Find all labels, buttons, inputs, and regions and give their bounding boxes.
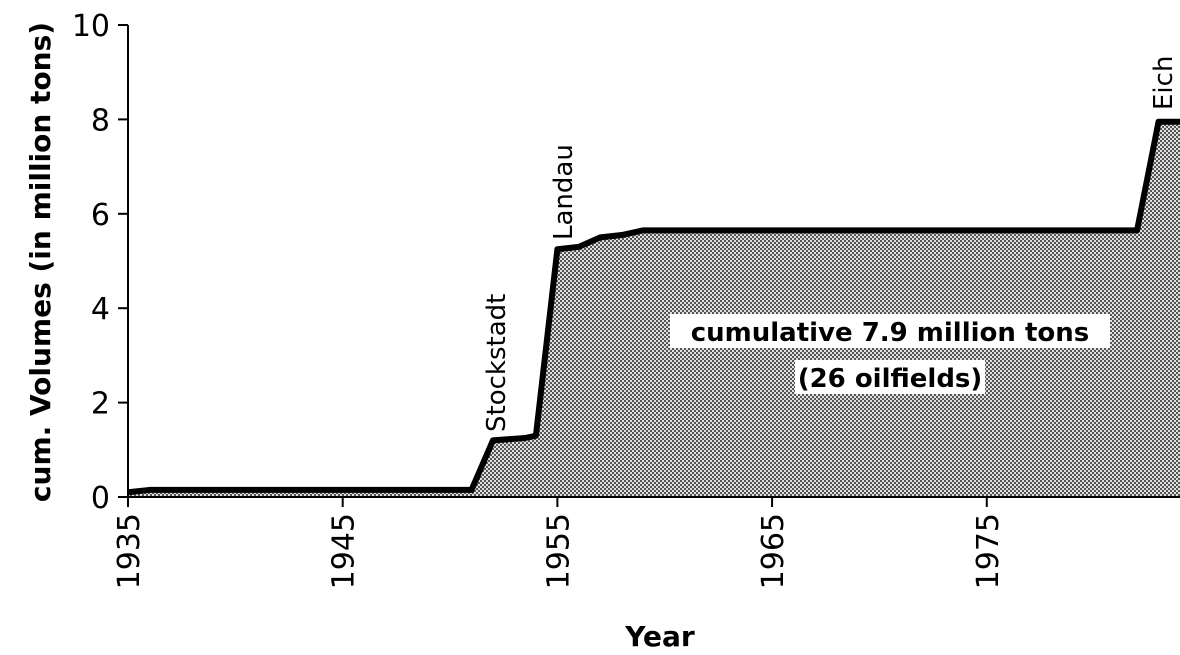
x-tick-label: 1945 (327, 513, 362, 589)
annotation: Eich (1149, 56, 1179, 110)
area (128, 121, 1180, 497)
annotation-box (670, 314, 1110, 348)
x-axis-title: Year (624, 620, 695, 653)
x-tick-label: 1975 (971, 513, 1006, 589)
y-tick-label: 6 (91, 198, 110, 233)
x-tick-label: 1965 (756, 513, 791, 589)
annotation-box (795, 360, 985, 394)
y-axis-title: cum. Volumes (in million tons) (24, 22, 57, 502)
line (127, 118, 1180, 496)
annotation: Stockstadt (482, 294, 512, 432)
x-tick-label: 1935 (112, 513, 147, 589)
y-tick-label: 0 (91, 481, 110, 516)
y-tick-label: 8 (91, 103, 110, 138)
annotation: cumulative 7.9 million tons (691, 318, 1090, 348)
y-tick-label: 2 (91, 387, 110, 422)
annotation: (26 oilfields) (798, 364, 983, 394)
annotation: Landau (549, 144, 579, 240)
y-tick-label: 10 (72, 9, 110, 44)
x-tick-label: 1955 (541, 513, 576, 589)
y-tick-label: 4 (91, 292, 110, 327)
